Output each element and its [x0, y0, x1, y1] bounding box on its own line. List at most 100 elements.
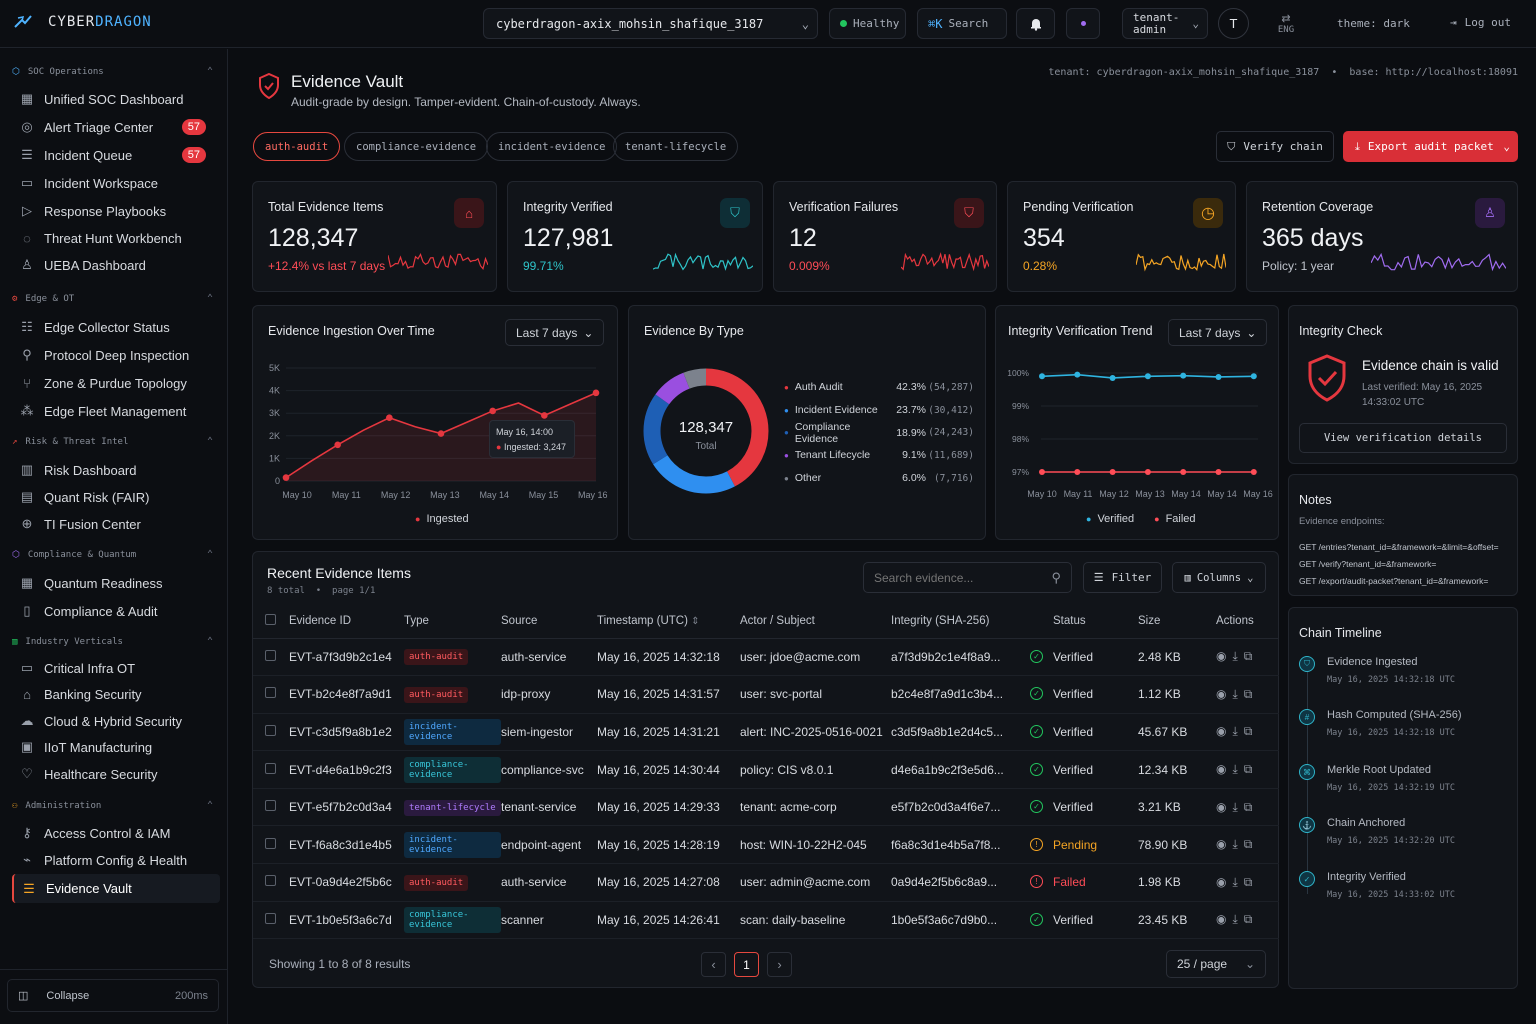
view-icon[interactable]: ◉ — [1216, 912, 1233, 927]
search-evidence-input[interactable] — [874, 570, 1039, 585]
chip-auth-audit[interactable]: auth-audit — [253, 132, 341, 161]
sidebar-item-edge-fleet[interactable]: ⁂ Edge Fleet Management — [12, 398, 220, 424]
download-icon[interactable]: ⤓ — [1232, 686, 1244, 701]
col-status[interactable]: Status — [1053, 604, 1138, 639]
data-point[interactable] — [541, 412, 548, 419]
open-icon[interactable]: ⧉ — [1243, 686, 1259, 701]
sidebar-item-access-control[interactable]: ⚷ Access Control & IAM — [12, 820, 220, 846]
row-checkbox[interactable] — [265, 912, 276, 924]
data-point[interactable] — [1215, 469, 1222, 475]
data-point[interactable] — [1250, 469, 1257, 475]
sidebar-section-industry[interactable]: ▥ Industry Verticals ⌃ — [12, 636, 213, 647]
row-checkbox[interactable] — [265, 800, 276, 812]
data-point[interactable] — [1109, 469, 1116, 475]
col-size[interactable]: Size — [1138, 604, 1216, 639]
filter-button[interactable]: ☰ Filter — [1083, 562, 1162, 593]
sidebar-section-admin[interactable]: ⚇ Administration ⌃ — [12, 800, 213, 811]
search-evidence-field[interactable]: ⚲ — [863, 562, 1072, 593]
data-point[interactable] — [334, 441, 341, 449]
evidence-id[interactable]: EVT-0a9d4e2f5b6c — [289, 863, 404, 902]
sidebar-item-quant-risk[interactable]: ▤ Quant Risk (FAIR) — [12, 484, 220, 510]
data-point[interactable] — [282, 474, 290, 481]
prev-page-button[interactable]: ‹ — [701, 952, 726, 977]
page-size-select[interactable]: 25 / page ⌄ — [1166, 950, 1266, 978]
view-icon[interactable]: ◉ — [1216, 686, 1233, 701]
evidence-id[interactable]: EVT-d4e6a1b9c2f3 — [289, 750, 404, 789]
row-checkbox[interactable] — [265, 762, 276, 774]
col-evidence-id[interactable]: Evidence ID — [289, 604, 404, 639]
view-icon[interactable]: ◉ — [1216, 762, 1233, 777]
download-icon[interactable]: ⤓ — [1232, 762, 1244, 777]
download-icon[interactable]: ⤓ — [1232, 649, 1244, 664]
open-icon[interactable]: ⧉ — [1243, 837, 1259, 852]
col-type[interactable]: Type — [404, 604, 501, 639]
evidence-id[interactable]: EVT-f6a8c3d1e4b5 — [289, 825, 404, 865]
data-point[interactable] — [489, 407, 496, 415]
chip-incident-evidence[interactable]: incident-evidence — [486, 132, 618, 161]
download-icon[interactable]: ⤓ — [1232, 799, 1244, 814]
sidebar-item-alert-triage[interactable]: ◎ Alert Triage Center 57 — [12, 114, 220, 140]
logout-button[interactable]: ⇥ Log out — [1450, 16, 1511, 29]
evidence-id[interactable]: EVT-c3d5f9a8b1e2 — [289, 713, 404, 752]
health-status[interactable]: Healthy — [829, 8, 906, 39]
download-icon[interactable]: ⤓ — [1232, 912, 1244, 927]
sidebar-item-healthcare[interactable]: ♡ Healthcare Security — [12, 761, 220, 787]
notifications-button[interactable] — [1016, 8, 1055, 39]
download-icon[interactable]: ⤓ — [1232, 874, 1244, 889]
sidebar-item-risk-dashboard[interactable]: ▥ Risk Dashboard — [12, 457, 220, 483]
status-indicator-button[interactable] — [1066, 8, 1100, 39]
row-checkbox[interactable] — [265, 649, 276, 661]
donut-slice[interactable] — [643, 368, 769, 494]
row-checkbox[interactable] — [265, 724, 276, 736]
download-icon[interactable]: ⤓ — [1232, 724, 1244, 739]
sidebar-item-zone-topology[interactable]: ⑂ Zone & Purdue Topology — [12, 370, 220, 396]
data-point[interactable] — [1109, 374, 1116, 381]
data-point[interactable] — [437, 430, 445, 437]
evidence-id[interactable]: EVT-b2c4e8f7a9d1 — [289, 675, 404, 714]
range-select[interactable]: Last 7 days ⌄ — [505, 319, 605, 346]
open-icon[interactable]: ⧉ — [1243, 762, 1259, 777]
search-button[interactable]: ⌘K Search — [917, 8, 1007, 39]
sidebar-item-incident-workspace[interactable]: ▭ Incident Workspace — [12, 170, 220, 196]
col-source[interactable]: Source — [501, 604, 597, 639]
next-page-button[interactable]: › — [767, 952, 792, 977]
columns-button[interactable]: ▥ Columns ⌄ — [1172, 562, 1266, 593]
language-switch[interactable]: ⇄ ENG — [1272, 12, 1300, 35]
brand-logo[interactable]: CYBERDRAGON — [14, 14, 152, 30]
sidebar-item-banking[interactable]: ⌂ Banking Security — [12, 681, 220, 707]
sidebar-item-incident-queue[interactable]: ☰ Incident Queue 57 — [12, 142, 220, 168]
role-select[interactable]: tenant- admin ⌄ — [1122, 8, 1208, 39]
evidence-id[interactable]: EVT-a7f3d9b2c1e4 — [289, 638, 404, 677]
sidebar-item-unified-soc[interactable]: ▦ Unified SOC Dashboard — [12, 86, 220, 112]
sidebar-item-protocol-inspection[interactable]: ⚲ Protocol Deep Inspection — [12, 342, 220, 368]
table-row[interactable]: EVT-0a9d4e2f5b6c auth-audit auth-service Ma… — [253, 863, 1279, 902]
sidebar-section-compliance[interactable]: ⬡ Compliance & Quantum ⌃ — [12, 549, 213, 560]
view-icon[interactable]: ◉ — [1216, 837, 1233, 852]
open-icon[interactable]: ⧉ — [1243, 799, 1259, 814]
chip-compliance-evidence[interactable]: compliance-evidence — [344, 132, 489, 161]
sidebar-section-soc[interactable]: ⬡ SOC Operations ⌃ — [12, 66, 213, 77]
row-checkbox[interactable] — [265, 875, 276, 887]
table-row[interactable]: EVT-f6a8c3d1e4b5 incident-evidence endpoin… — [253, 825, 1279, 865]
data-point[interactable] — [1144, 373, 1151, 380]
sidebar-item-evidence-vault[interactable]: ☰ Evidence Vault — [12, 874, 220, 903]
view-icon[interactable]: ◉ — [1216, 874, 1233, 889]
page-1-button[interactable]: 1 — [734, 952, 759, 977]
view-icon[interactable]: ◉ — [1216, 799, 1233, 814]
data-point[interactable] — [1180, 372, 1187, 379]
table-row[interactable]: EVT-c3d5f9a8b1e2 incident-evidence siem-in… — [253, 713, 1279, 752]
data-point[interactable] — [1074, 469, 1081, 475]
open-icon[interactable]: ⧉ — [1243, 649, 1259, 664]
select-all-checkbox[interactable] — [265, 613, 276, 625]
trend-range-select[interactable]: Last 7 days ⌄ — [1168, 319, 1268, 346]
open-icon[interactable]: ⧉ — [1243, 912, 1259, 927]
sidebar-item-iiot[interactable]: ▣ IIoT Manufacturing — [12, 734, 220, 760]
sidebar-item-playbooks[interactable]: ▷ Response Playbooks — [12, 198, 220, 224]
sidebar-item-ti-fusion[interactable]: ⊕ TI Fusion Center — [12, 511, 220, 537]
evidence-id[interactable]: EVT-1b0e5f3a6c7d — [289, 901, 404, 940]
sidebar-section-risk[interactable]: ↗ Risk & Threat Intel ⌃ — [12, 436, 213, 447]
row-checkbox[interactable] — [265, 837, 276, 849]
data-point[interactable] — [1074, 371, 1081, 378]
col-integrity[interactable]: Integrity (SHA-256) — [891, 604, 1053, 639]
sidebar-item-critical-infra[interactable]: ▭ Critical Infra OT — [12, 655, 220, 681]
